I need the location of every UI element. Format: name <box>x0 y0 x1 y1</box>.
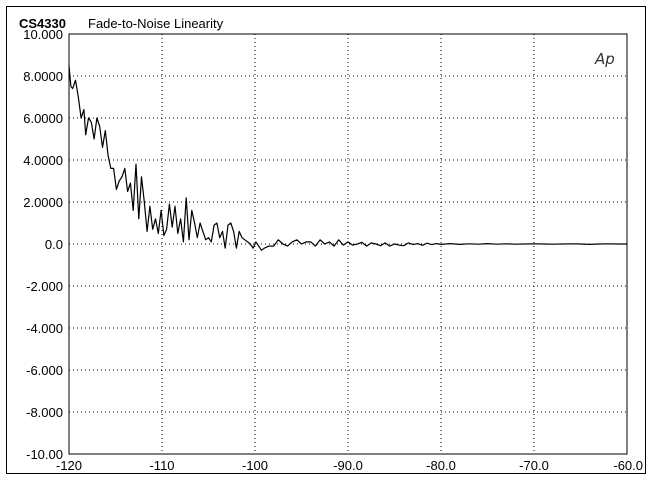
y-tick-label: -10.00 <box>26 447 63 462</box>
y-tick-label: 8.0000 <box>23 69 63 84</box>
y-tick-label: 10.000 <box>23 27 63 42</box>
x-tick-label: -110 <box>149 458 174 473</box>
y-axis-ticks: 10.000 8.0000 6.0000 4.0000 2.0000 0.0 -2.000 -… <box>23 27 63 462</box>
y-tick-label: 6.0000 <box>23 111 63 126</box>
y-tick-label: 2.0000 <box>23 195 63 210</box>
x-tick-label: -100 <box>242 458 268 473</box>
ap-logo: Ap <box>594 50 615 68</box>
y-tick-label: 4.0000 <box>23 153 63 168</box>
chart-title: CS4330 <box>19 16 66 31</box>
y-tick-label: -2.000 <box>26 279 63 294</box>
series-line <box>68 65 627 251</box>
x-tick-label: -80.0 <box>426 458 456 473</box>
y-tick-label: -4.000 <box>26 321 63 336</box>
chart-frame: CS4330 Fade-to-Noise Linearity 10.000 8.0… <box>6 6 646 474</box>
x-axis-ticks: -120 -110 -100 -90.0 -80.0 -70.0 -60.0 <box>56 458 643 473</box>
y-tick-label: -6.000 <box>26 363 63 378</box>
x-tick-label: -60.0 <box>613 458 643 473</box>
x-tick-label: -90.0 <box>333 458 363 473</box>
x-tick-label: -70.0 <box>519 458 549 473</box>
x-tick-label: -120 <box>56 458 82 473</box>
fade-to-noise-chart: CS4330 Fade-to-Noise Linearity 10.000 8.0… <box>19 16 643 473</box>
chart-subtitle: Fade-to-Noise Linearity <box>88 16 224 31</box>
y-tick-label: 0.0 <box>45 237 63 252</box>
y-tick-label: -8.000 <box>26 405 63 420</box>
